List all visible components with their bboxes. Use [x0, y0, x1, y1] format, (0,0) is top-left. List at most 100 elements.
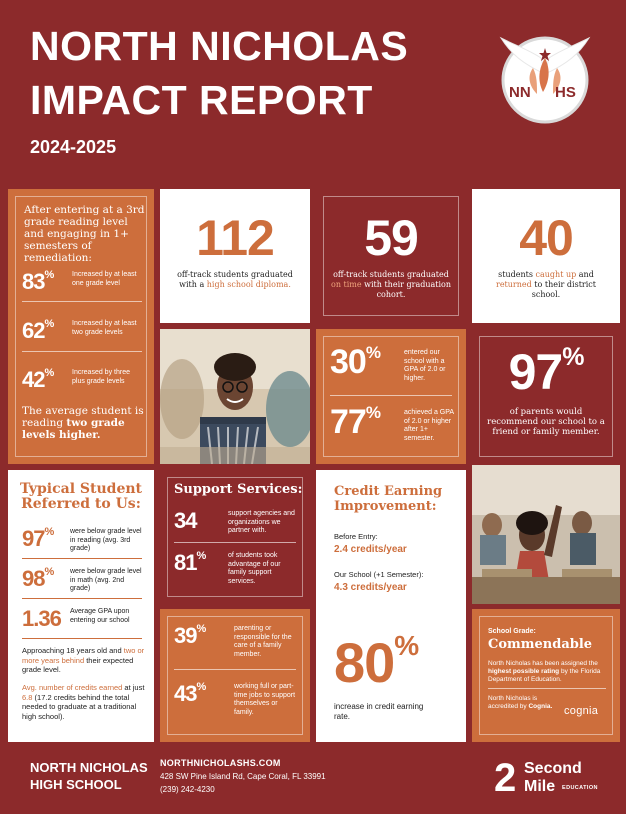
reading-stat-value: 62 — [22, 318, 46, 343]
grade-rating-b: by the Florida Department of Education. — [488, 668, 601, 683]
support-stat-value: 81 — [174, 550, 198, 575]
second-mile-word1: Second — [524, 760, 582, 777]
grade-rating-text: North Nicholas has been assigned the hig… — [488, 660, 606, 684]
gpa-stat-unit: % — [365, 403, 381, 422]
typical-stat-unit: % — [44, 566, 54, 578]
credit-increase-text: increase in credit earning rate. — [334, 702, 424, 721]
cognia-logo: cognia — [564, 705, 599, 717]
family-stat-value: 39 — [174, 623, 198, 648]
typical-para-highlight: two or more years behind — [22, 646, 145, 665]
gpa-stat-text: entered our school with a GPA of 2.0 or … — [404, 349, 446, 382]
footer-school-line1: NORTH NICHOLAS — [30, 760, 148, 775]
divider — [330, 395, 452, 396]
graduates-text-highlight: high school diploma. — [206, 280, 291, 289]
second-mile-education: EDUCATION — [562, 785, 598, 791]
credit-increase-value: 80 — [334, 631, 395, 694]
parents-number: 97 — [508, 344, 564, 400]
reading-stat-text: Increased by at least one grade level — [72, 271, 137, 287]
support-stat-unit: % — [196, 550, 206, 562]
returned-text-c: to their district school. — [531, 280, 596, 299]
graduates-text-main: off-track students graduated with a — [177, 270, 293, 289]
report-title-line2: IMPACT REPORT — [30, 77, 373, 123]
gpa-stat-value: 30 — [330, 343, 367, 381]
typical-stat-1: 97% were below grade level in reading (a… — [22, 526, 148, 554]
reading-stat-unit: % — [44, 269, 54, 281]
header: NORTH NICHOLAS IMPACT REPORT 2024-2025 N… — [0, 0, 626, 182]
typical-stat-unit: % — [44, 526, 54, 538]
returned-text-hl2: returned — [496, 280, 532, 289]
reading-footer-text: The average student is reading — [22, 405, 144, 429]
ontime-number: 59 — [364, 210, 419, 266]
divider — [22, 638, 142, 639]
gpa-stat-unit: % — [365, 343, 381, 362]
credit-before-value: 2.4 credits/year — [334, 544, 407, 555]
gpa-stat-text: achieved a GPA of 2.0 or higher after 1+… — [404, 409, 454, 442]
report-title-line1: NORTH NICHOLAS — [30, 23, 409, 69]
credit-after-label: Our School (+1 Semester): — [334, 570, 424, 579]
grade-rating-a: North Nicholas has been assigned the — [488, 660, 598, 667]
student-photo-smiling — [160, 329, 310, 464]
footer-website-link[interactable]: NORTHNICHOLASHS.COM — [160, 758, 281, 768]
credit-before-label: Before Entry: — [334, 532, 378, 541]
returned-text: students caught up and returned to their… — [484, 270, 608, 300]
gpa-stat-2: 77% achieved a GPA of 2.0 or higher afte… — [330, 403, 460, 443]
parents-text: of parents would recommend our school to… — [487, 407, 605, 437]
reading-stat-value: 83 — [22, 269, 46, 294]
report-year: 2024-2025 — [30, 137, 117, 157]
typical-student-card: Typical Student Referred to Us: 97% were… — [8, 470, 154, 742]
footer-school-line2: HIGH SCHOOL — [30, 777, 122, 792]
reading-stat-1: 83% Increased by at least one grade leve… — [22, 269, 148, 295]
grade-accreditation: North Nicholas is accredited by Cognia. — [488, 695, 558, 711]
reading-footer-bold: two grade levels higher. — [22, 417, 125, 441]
family-stat-text: working full or part-time jobs to suppor… — [234, 683, 296, 716]
support-stat-1: 34 support agencies and organizations we… — [174, 508, 304, 536]
divider — [174, 669, 296, 670]
typical-stat-text: were below grade level in math (avg. 2nd… — [70, 568, 142, 592]
parents-value: 97% — [472, 343, 620, 401]
family-stat-text: parenting or responsible for the care of… — [234, 625, 292, 658]
credit-increase: 80% — [334, 630, 419, 695]
logo-letters-right: HS — [555, 84, 576, 101]
support-stat-text: support agencies and organizations we pa… — [228, 510, 295, 534]
typical-para-text: at just — [122, 683, 145, 692]
typical-stat-value: 1.36 — [22, 606, 62, 631]
family-stat-value: 43 — [174, 681, 198, 706]
graduates-59-card: 59 off-track students graduated on time … — [316, 189, 466, 323]
ontime-text-end: with their graduation cohort. — [361, 280, 451, 299]
graduates-112-card: 112 off-track students graduated with a … — [160, 189, 310, 323]
support-stat-text: of students took advantage of our family… — [228, 552, 281, 585]
reading-card: After entering at a 3rd grade reading le… — [8, 189, 154, 464]
reading-stat-3: 42% Increased by three plus grade levels — [22, 367, 148, 393]
support-title: Support Services: — [174, 482, 303, 497]
support-stat-value: 34 — [174, 508, 198, 533]
grade-value: Commendable — [488, 637, 593, 652]
logo-letters-left: NN — [509, 84, 531, 101]
family-responsibility-card: 39% parenting or responsible for the car… — [160, 609, 310, 742]
reading-stat-unit: % — [44, 367, 54, 379]
typical-para-1: Approaching 18 years old and two or more… — [22, 646, 148, 675]
typical-para-text: Approaching 18 years old and — [22, 646, 124, 655]
typical-stat-2: 98% were below grade level in math (avg.… — [22, 566, 148, 594]
support-services-card: Support Services: 34 support agencies an… — [160, 470, 310, 604]
family-stat-1: 39% parenting or responsible for the car… — [174, 623, 304, 659]
support-stat-2: 81% of students took advantage of our fa… — [174, 550, 304, 586]
typical-stat-value: 97 — [22, 526, 46, 551]
reading-stat-value: 42 — [22, 367, 46, 392]
reading-stat-text: Increased by three plus grade levels — [72, 369, 130, 385]
family-stat-unit: % — [196, 623, 206, 635]
returned-text-hl1: caught up — [535, 270, 577, 279]
returned-text-a: students — [498, 270, 536, 279]
graduates-number: 112 — [196, 210, 275, 266]
reading-stat-unit: % — [44, 318, 54, 330]
typical-stat-text: Average GPA upon entering our school — [70, 608, 130, 624]
gpa-card: 30% entered our school with a GPA of 2.0… — [316, 329, 466, 464]
ontime-text: off-track students graduated on time wit… — [328, 270, 454, 300]
accreditation-highlight: Cognia. — [528, 703, 553, 710]
reading-intro: After entering at a 3rd grade reading le… — [24, 204, 145, 264]
divider — [22, 558, 142, 559]
reading-stat-text: Increased by at least two grade levels — [72, 320, 137, 336]
typical-para-2: Avg. number of credits earned at just 6.… — [22, 683, 148, 721]
divider — [22, 351, 142, 352]
divider — [488, 688, 606, 689]
typical-para-highlight: Avg. number of credits earned — [22, 683, 123, 692]
